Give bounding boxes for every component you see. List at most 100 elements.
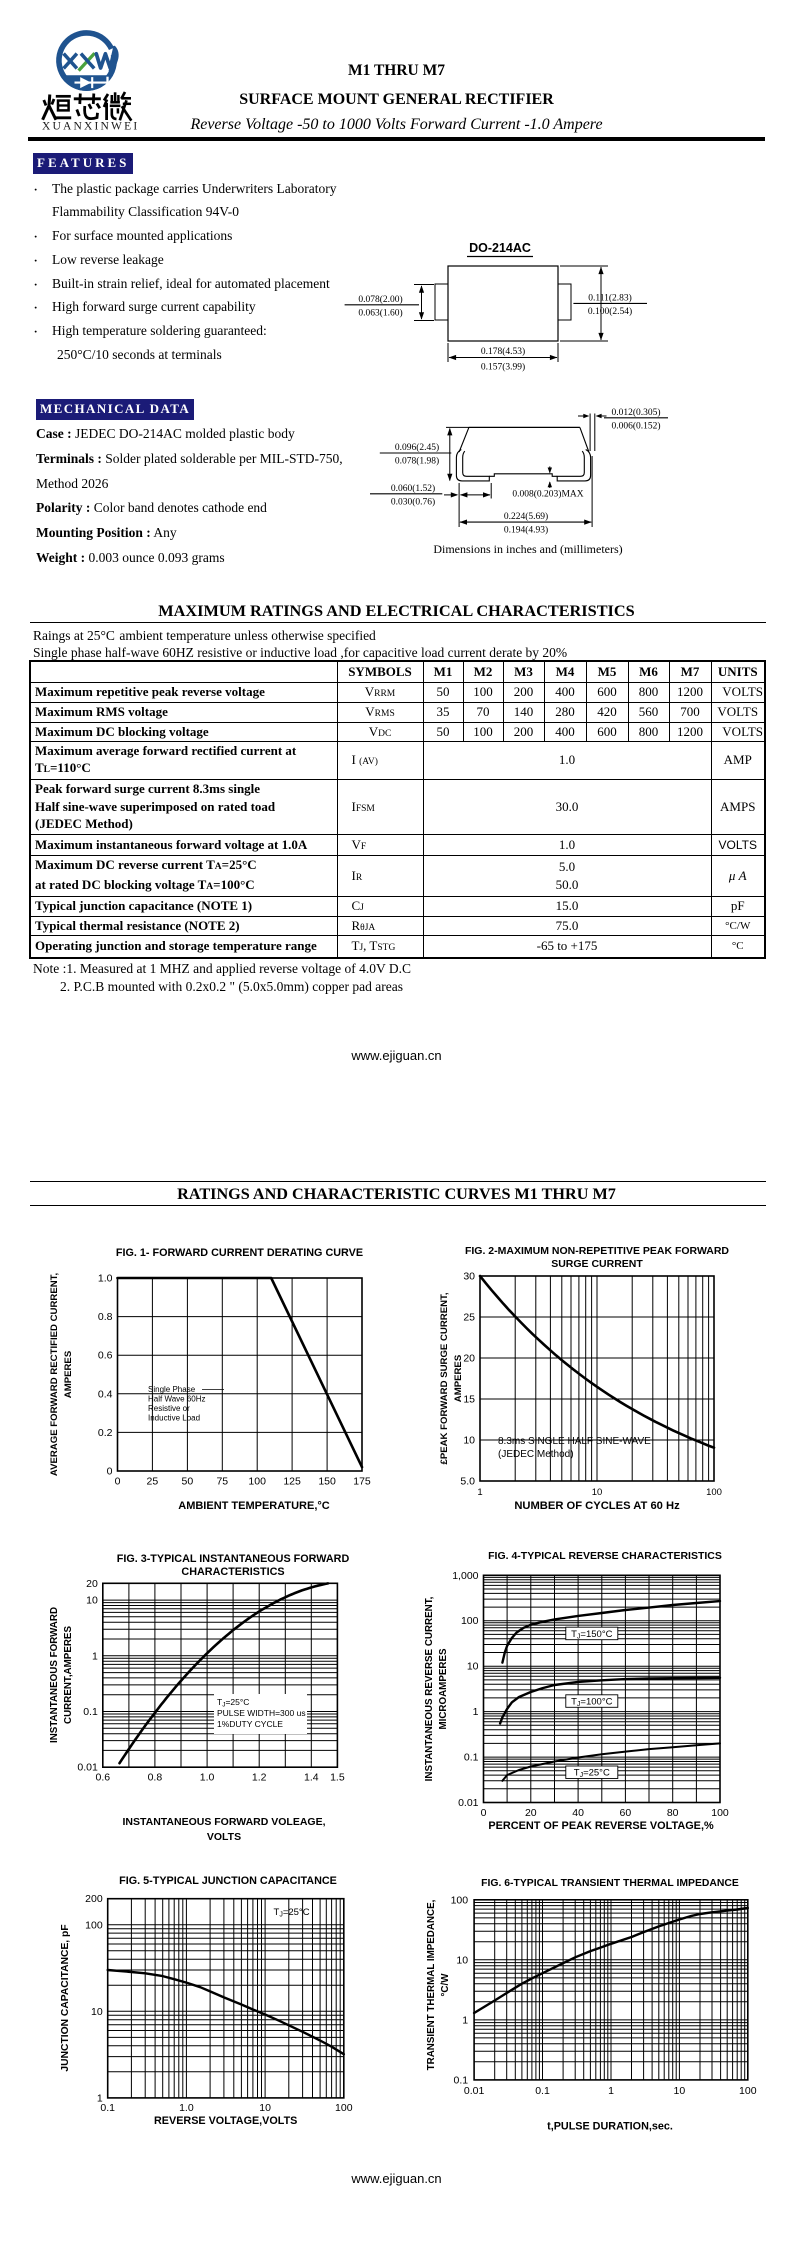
svg-text:FIG. 2-MAXIMUM NON-REPETITIVE: FIG. 2-MAXIMUM NON-REPETITIVE PEAK FORWA… [465,1245,729,1257]
svg-text:10: 10 [86,1595,98,1607]
svg-text:Inductive Load: Inductive Load [148,1414,200,1423]
svg-text:25: 25 [463,1312,475,1324]
svg-text:1.5: 1.5 [330,1772,345,1784]
svg-text:PERCENT OF PEAK REVERSE VOLTAG: PERCENT OF PEAK REVERSE VOLTAGE,% [488,1820,714,1832]
svg-text:FIG. 6-TYPICAL TRANSIENT THERM: FIG. 6-TYPICAL TRANSIENT THERMAL IMPEDAN… [481,1878,739,1889]
svg-text:0.078(2.00): 0.078(2.00) [358,294,402,305]
svg-text:SURGE CURRENT: SURGE CURRENT [551,1258,643,1270]
svg-text:10: 10 [259,2102,271,2114]
svg-text:1: 1 [92,1650,98,1662]
svg-text:(JEDEC Method): (JEDEC Method) [498,1449,574,1460]
svg-text:100: 100 [739,2085,757,2097]
svg-text:0.2: 0.2 [98,1427,113,1439]
svg-text:XUANXINWEI: XUANXINWEI [42,121,139,133]
svg-text:0.1: 0.1 [100,2102,115,2114]
svg-text:1.0: 1.0 [179,2102,194,2114]
svg-text:t,PULSE DURATION,sec.: t,PULSE DURATION,sec. [547,2121,673,2133]
svg-text:AMPERES: AMPERES [63,1350,74,1398]
svg-text:1.0: 1.0 [200,1772,215,1784]
svg-text:Dimensions in inches and (mill: Dimensions in inches and (millimeters) [433,542,622,556]
svg-text:0.063(1.60): 0.063(1.60) [358,308,402,319]
svg-text:REVERSE VOLTAGE,VOLTS: REVERSE VOLTAGE,VOLTS [154,2115,297,2127]
svg-text:TRANSIENT THERMAL IMPEDANCE,: TRANSIENT THERMAL IMPEDANCE, [426,1899,437,2070]
svg-text:1: 1 [97,2092,103,2104]
svg-text:10: 10 [456,1954,468,1966]
svg-text:0.6: 0.6 [98,1350,113,1362]
svg-text:0.01: 0.01 [77,1762,98,1774]
svg-text:0.008(0.203)MAX: 0.008(0.203)MAX [512,489,583,500]
svg-text:1.4: 1.4 [304,1772,319,1784]
svg-text:Half Wave 60Hz: Half Wave 60Hz [148,1395,206,1404]
svg-text:0.1: 0.1 [83,1706,98,1718]
svg-text:PULSE WIDTH=300 us: PULSE WIDTH=300 us [217,1708,306,1718]
svg-text:FIG. 3-TYPICAL INSTANTANEOUS F: FIG. 3-TYPICAL INSTANTANEOUS FORWARD [117,1553,350,1565]
svg-text:100: 100 [248,1476,266,1488]
svg-text:8.3ms SINGLE HALF SINE-WAVE: 8.3ms SINGLE HALF SINE-WAVE [498,1436,651,1447]
svg-text:0.6: 0.6 [95,1772,110,1784]
svg-text:CHARACTERISTICS: CHARACTERISTICS [181,1566,284,1578]
svg-text:°C/W: °C/W [440,1973,451,1997]
svg-text:50: 50 [182,1476,194,1488]
svg-text:0.8: 0.8 [98,1311,113,1323]
svg-text:0.060(1.52): 0.060(1.52) [391,483,435,494]
svg-text:10: 10 [91,2006,103,2018]
svg-text:20: 20 [525,1807,537,1819]
svg-text:175: 175 [353,1476,371,1488]
svg-text:10: 10 [467,1661,479,1673]
svg-text:JUNCTION CAPACITANCE, pF: JUNCTION CAPACITANCE, pF [60,1924,71,2071]
svg-text:20: 20 [463,1353,475,1365]
svg-text:10: 10 [674,2085,686,2097]
svg-text:200: 200 [85,1893,103,1905]
svg-text:30: 30 [463,1271,475,1283]
svg-text:£PEAK FORWARD SURGE CURRENT,: £PEAK FORWARD SURGE CURRENT, [439,1292,450,1464]
svg-text:0.1: 0.1 [453,2074,468,2086]
svg-text:1.2: 1.2 [252,1772,267,1784]
svg-text:FIG. 4-TYPICAL REVERSE CHARACT: FIG. 4-TYPICAL REVERSE CHARACTERISTICS [488,1550,722,1562]
svg-text:0.157(3.99): 0.157(3.99) [481,362,525,373]
svg-text:100: 100 [85,1919,103,1931]
svg-text:0: 0 [115,1476,121,1488]
svg-text:NUMBER OF CYCLES AT 60 Hz: NUMBER OF CYCLES AT 60 Hz [514,1500,680,1512]
svg-text:150: 150 [318,1476,336,1488]
svg-text:MICROAMPERES: MICROAMPERES [438,1648,449,1730]
svg-text:0.01: 0.01 [464,2085,485,2097]
svg-text:100: 100 [706,1487,722,1498]
svg-text:AVERAGE FORWARD RECTIFIED CURR: AVERAGE FORWARD RECTIFIED CURRENT, [49,1273,60,1477]
svg-text:100: 100 [335,2102,353,2114]
svg-text:VOLTS: VOLTS [207,1831,241,1843]
svg-text:0.078(1.98): 0.078(1.98) [395,456,439,467]
svg-text:0.1: 0.1 [535,2085,550,2097]
svg-text:INSTANTANEOUS FORWARD VOLEAGE,: INSTANTANEOUS FORWARD VOLEAGE, [122,1816,325,1828]
svg-text:CURRENT,AMPERES: CURRENT,AMPERES [63,1626,74,1724]
svg-text:INSTANTANEOUS REVERSE CURRENT,: INSTANTANEOUS REVERSE CURRENT, [424,1596,435,1781]
svg-text:0.01: 0.01 [458,1797,479,1809]
svg-text:0.1: 0.1 [464,1752,479,1764]
svg-text:10: 10 [463,1435,475,1447]
svg-text:5.0: 5.0 [460,1476,475,1488]
svg-text:0.8: 0.8 [148,1772,163,1784]
svg-text:1.0: 1.0 [98,1273,113,1285]
svg-text:TJ=25°C: TJ=25°C [274,1907,310,1919]
svg-text:80: 80 [667,1807,679,1819]
svg-text:1%DUTY CYCLE: 1%DUTY CYCLE [217,1719,283,1729]
svg-text:100: 100 [451,1894,469,1906]
svg-text:0.178(4.53): 0.178(4.53) [481,346,525,357]
svg-text:0: 0 [107,1466,113,1478]
svg-text:Single Phase: Single Phase [148,1385,196,1394]
svg-text:1: 1 [477,1487,482,1498]
svg-text:125: 125 [283,1476,301,1488]
svg-text:0.4: 0.4 [98,1388,113,1400]
svg-text:0.100(2.54): 0.100(2.54) [588,306,632,317]
svg-text:FIG. 5-TYPICAL JUNCTION CAPACI: FIG. 5-TYPICAL JUNCTION CAPACITANCE [119,1875,337,1887]
svg-text:60: 60 [620,1807,632,1819]
svg-text:20: 20 [86,1578,98,1590]
svg-text:100: 100 [461,1615,479,1627]
svg-text:FIG. 1- FORWARD CURRENT DERATI: FIG. 1- FORWARD CURRENT DERATING CURVE [116,1247,363,1259]
svg-text:25: 25 [147,1476,159,1488]
svg-text:100: 100 [711,1807,729,1819]
svg-text:1,000: 1,000 [452,1570,478,1582]
svg-text:DO-214AC: DO-214AC [469,241,531,255]
svg-text:75: 75 [216,1476,228,1488]
svg-text:0: 0 [481,1807,487,1819]
svg-text:TJ=25°C: TJ=25°C [574,1768,610,1780]
